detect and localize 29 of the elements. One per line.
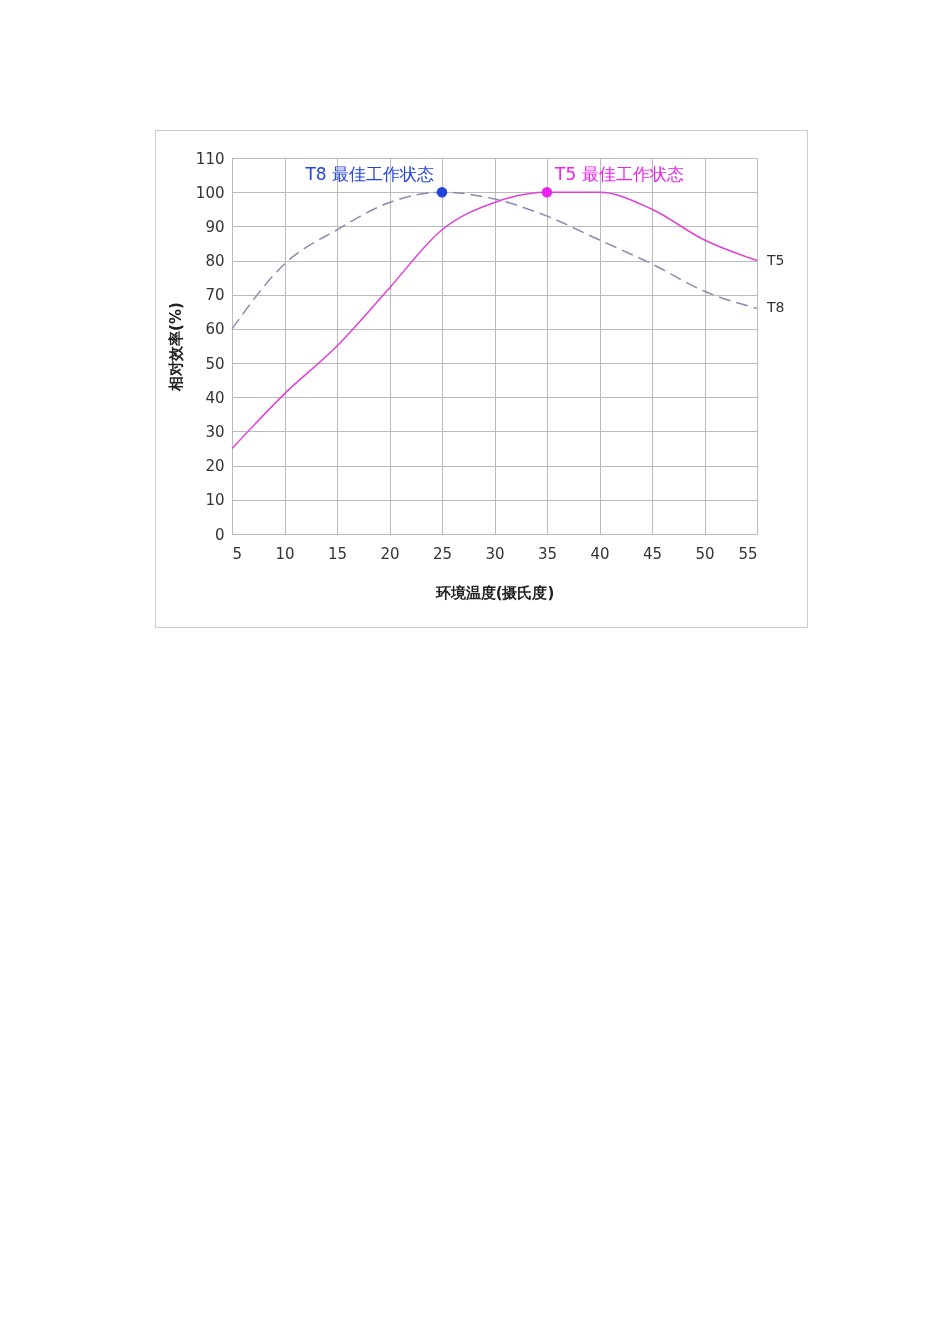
y-tick-label: 80 [205,252,225,271]
x-tick-label: 10 [275,544,295,563]
y-tick-label: 110 [195,149,225,168]
annotation: T5 最佳工作状态 [554,164,684,185]
y-tick-label: 30 [205,422,225,441]
y-tick-label: 20 [205,457,225,476]
y-tick-label: 0 [214,525,225,544]
x-tick-label: 35 [537,544,558,563]
x-tick-label: 55 [738,544,758,563]
y-tick-label: 100 [195,183,225,202]
annotation: T8 最佳工作状态 [304,164,434,185]
y-tick-label: 60 [205,320,225,339]
x-tick-label: 20 [380,544,400,563]
series-label: T8 [766,299,785,316]
x-axis-title: 环境温度(摄氏度) [434,583,555,602]
x-tick-label: 5 [232,544,243,563]
y-tick-label: 10 [205,491,225,510]
x-tick-label: 40 [590,544,610,563]
y-tick-label: 50 [205,354,225,373]
y-axis-title: 相对效率(%) [166,302,185,392]
x-tick-label: 25 [432,544,453,563]
x-tick-label: 45 [642,544,663,563]
x-tick-label: 15 [327,544,348,563]
y-tick-label: 40 [205,388,225,407]
y-tick-label: 90 [205,217,225,236]
x-tick-label: 50 [695,544,715,563]
x-tick-label: 30 [485,544,505,563]
series-label: T5 [766,251,785,268]
y-tick-label: 70 [205,286,225,305]
